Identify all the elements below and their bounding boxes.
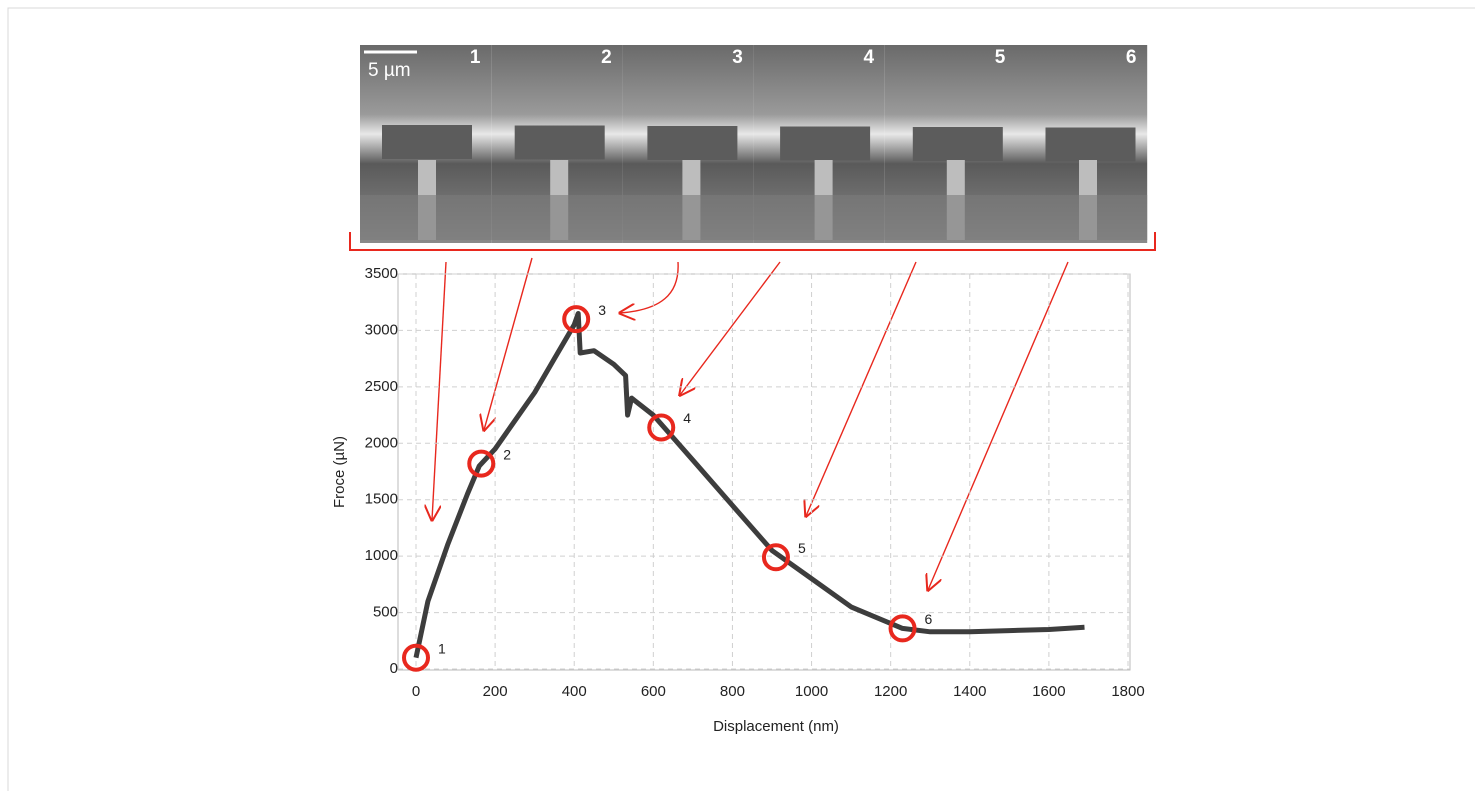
x-tick-label: 600 [641,683,666,700]
point-label: 5 [798,540,806,556]
y-tick-label: 3000 [365,321,398,338]
sem-block [913,127,1003,161]
x-axis-title: Displacement (nm) [713,718,839,735]
panel-label: 4 [864,47,875,68]
sem-block [1046,128,1136,162]
sem-base [360,195,491,240]
sem-base [885,195,1016,240]
y-tick-label: 1500 [365,491,398,508]
arrow [806,262,916,516]
panel-label: 2 [601,47,612,68]
x-tick-label: 1600 [1032,683,1065,700]
x-tick-label: 800 [720,683,745,700]
point-label: 6 [925,611,933,627]
arrow [432,262,446,520]
arrow [928,262,1068,590]
sem-base [1016,195,1147,240]
arrow [680,262,780,395]
plot-area [398,274,1130,670]
y-tick-label: 0 [390,660,398,677]
panel-label: 3 [732,47,743,68]
scale-bar-label: 5 µm [368,60,411,81]
y-tick-label: 3500 [365,265,398,282]
sem-base [754,195,885,240]
y-tick-label: 1000 [365,547,398,564]
x-tick-label: 1000 [795,683,828,700]
sem-block [647,126,737,160]
sem-base [491,195,622,240]
y-tick-label: 2500 [365,378,398,395]
point-label: 4 [683,410,691,426]
x-tick-label: 0 [412,683,420,700]
point-label: 3 [598,302,606,318]
panel-label: 1 [470,47,481,68]
x-tick-label: 1400 [953,683,986,700]
point-label: 2 [503,446,511,462]
panel-label: 5 [995,47,1006,68]
figure: 1234565 µm Displacement (nm) Froce (µN) … [0,0,1475,791]
panel-label: 6 [1126,47,1137,68]
x-tick-label: 400 [562,683,587,700]
y-axis-title: Froce (µN) [331,436,348,508]
x-tick-label: 200 [483,683,508,700]
y-tick-label: 500 [373,604,398,621]
point-label: 1 [438,640,446,656]
sem-strip: 1 2 3 4 5 6 5 µm [360,45,1147,243]
x-tick-label: 1800 [1111,683,1144,700]
sem-block [780,127,870,161]
sem-base [622,195,753,240]
sem-block [382,125,472,159]
y-tick-label: 2000 [365,434,398,451]
arrows [432,258,1068,590]
sem-block [515,126,605,160]
arrow [620,262,678,313]
curve [416,314,1085,658]
x-tick-label: 1200 [874,683,907,700]
